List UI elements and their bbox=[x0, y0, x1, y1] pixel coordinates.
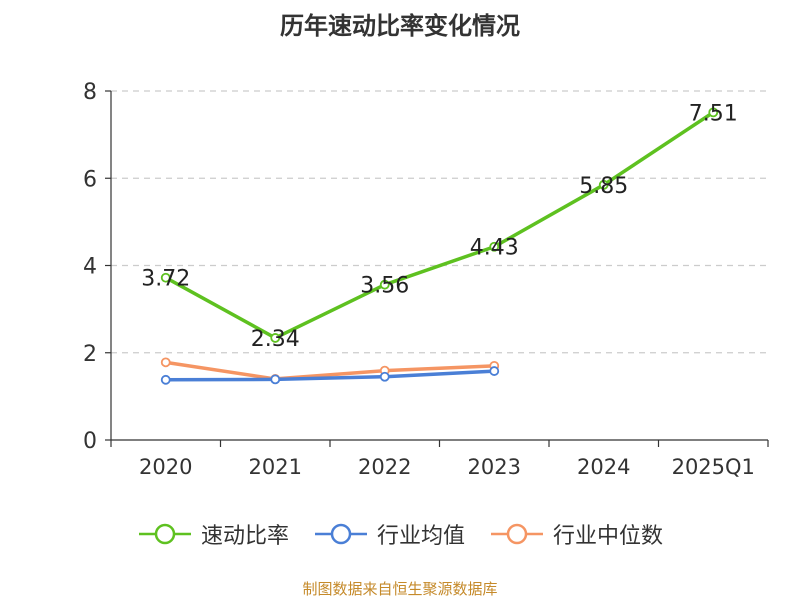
y-tick-label: 4 bbox=[83, 255, 97, 280]
legend: 速动比率 行业均值 行业中位数 bbox=[0, 518, 800, 550]
legend-label: 速动比率 bbox=[200, 524, 289, 549]
x-tick-label: 2021 bbox=[249, 455, 302, 479]
series-line bbox=[165, 360, 495, 381]
data-label: 3.56 bbox=[360, 274, 409, 299]
y-tick-label: 8 bbox=[83, 80, 97, 105]
series-line bbox=[165, 369, 495, 382]
legend-item[interactable]: 行业中位数 bbox=[489, 518, 663, 550]
data-label: 4.43 bbox=[470, 236, 519, 261]
data-point bbox=[160, 357, 171, 368]
data-point bbox=[160, 374, 171, 385]
data-point bbox=[379, 279, 390, 290]
legend-item[interactable]: 速动比率 bbox=[137, 518, 289, 550]
legend-label: 行业均值 bbox=[376, 524, 465, 549]
x-tick-label: 2024 bbox=[577, 455, 630, 479]
data-point bbox=[489, 241, 500, 252]
data-label: 7.51 bbox=[689, 101, 738, 126]
x-tick-label: 2020 bbox=[139, 455, 192, 479]
x-tick-label: 2023 bbox=[468, 455, 521, 479]
legend-item[interactable]: 行业均值 bbox=[313, 518, 465, 550]
data-label: 5.85 bbox=[579, 174, 628, 199]
series-line bbox=[164, 110, 715, 340]
source-note: 制图数据来自恒生聚源数据库 bbox=[302, 580, 498, 598]
y-tick-label: 0 bbox=[83, 429, 97, 454]
legend-line-circle-icon bbox=[138, 523, 191, 545]
chart-title: 历年速动比率变化情况 bbox=[280, 12, 520, 40]
data-point bbox=[160, 272, 171, 283]
data-point bbox=[270, 333, 281, 343]
data-label: 3.72 bbox=[141, 267, 190, 292]
data-label: 2.34 bbox=[251, 327, 300, 352]
data-point bbox=[489, 366, 500, 376]
legend-label: 行业中位数 bbox=[553, 524, 664, 549]
x-tick-label: 2022 bbox=[358, 455, 411, 479]
x-tick-label: 2025Q1 bbox=[672, 455, 755, 479]
data-point bbox=[708, 107, 719, 118]
legend-line-circle-icon bbox=[314, 523, 367, 545]
data-point bbox=[379, 371, 390, 382]
data-point bbox=[270, 374, 281, 385]
y-tick-label: 2 bbox=[83, 342, 97, 367]
y-tick-label: 6 bbox=[83, 167, 97, 192]
legend-line-circle-icon bbox=[491, 523, 543, 545]
data-point bbox=[598, 179, 609, 190]
